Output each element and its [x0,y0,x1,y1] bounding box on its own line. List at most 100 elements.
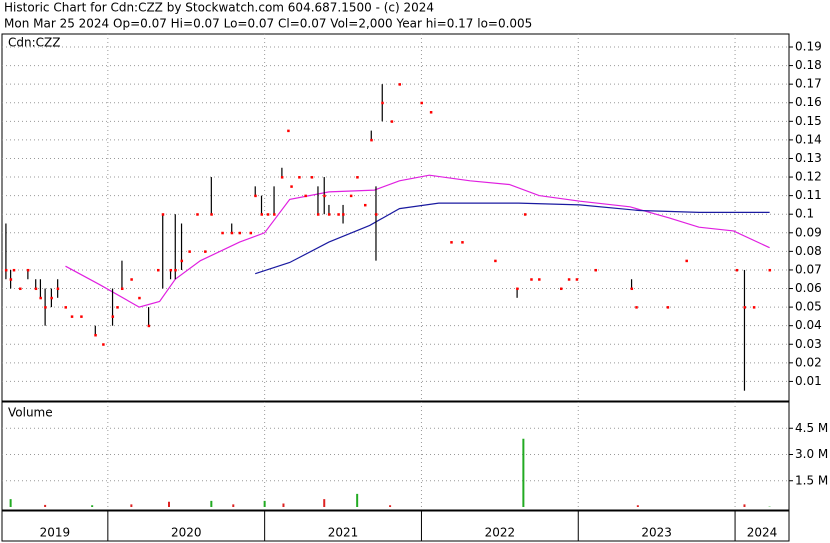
y-tick-label: 0.06 [795,281,822,295]
volume-bar [389,505,392,507]
close-dot [70,315,74,318]
volume-bar [636,505,639,507]
y-tick-label: 1.5 M [795,473,828,487]
close-dot [249,231,253,235]
close-dot [138,296,141,300]
y-tick-label: 3.0 M [795,447,828,461]
close-dot [50,296,53,300]
y-tick-label: 0.12 [795,170,822,184]
close-dot [12,268,16,272]
y-tick-label: 0.07 [795,262,822,276]
x-tick-label: 2020 [171,526,202,540]
close-dot [116,306,119,309]
close-dot [327,213,331,216]
y-tick-label: 0.14 [795,132,822,146]
close-dot [630,287,634,291]
close-dot [273,213,276,216]
close-dot [39,296,42,300]
close-dot [304,194,307,198]
close-dot [323,194,326,198]
volume-bar [167,501,170,507]
close-dot [80,315,83,318]
volume-bar [232,504,235,507]
close-dot [381,101,384,105]
close-dot [374,213,378,216]
close-dot [196,213,199,216]
close-dot [298,176,301,179]
close-dot [130,278,133,281]
close-dot [420,101,423,105]
close-dot [280,176,284,179]
close-dot [94,333,97,337]
y-tick-label: 0.02 [795,355,822,369]
close-dot [450,241,453,244]
close-dot [560,287,563,291]
volume-bar [356,493,359,507]
volume-bar [263,500,266,507]
close-dot [752,306,756,309]
close-dot [685,259,688,263]
close-dot [19,287,22,291]
close-dot [254,194,257,198]
close-dot [364,203,367,207]
close-dot [204,250,207,253]
volume-bar [522,438,525,507]
close-dot [174,268,177,272]
y-tick-label: 0.1 [795,207,814,221]
year-band [1,510,790,542]
volume-bar [282,503,285,507]
close-dot [743,306,746,309]
price-panel [1,33,790,402]
close-dot [567,278,571,281]
y-tick-label: 0.11 [795,188,822,202]
close-dot [461,241,464,244]
y-tick-label: 0.18 [795,58,822,72]
close-dot [120,287,124,291]
close-dot [210,213,213,216]
y-tick-label: 0.09 [795,225,822,239]
close-dot [266,213,270,216]
close-dot [44,306,47,309]
close-dot [221,231,224,235]
close-dot [238,231,242,235]
volume-bar [130,504,133,507]
close-dot [398,83,401,86]
close-dot [342,213,345,216]
close-dot [102,343,105,346]
close-dot [516,287,519,291]
close-dot [429,111,433,114]
close-dot [260,213,264,216]
chart-title: Historic Chart for Cdn:CZZ by Stockwatch… [4,1,434,15]
close-dot [349,194,353,198]
y-tick-label: 0.13 [795,151,822,165]
chart-subtitle: Mon Mar 25 2024 Op=0.07 Hi=0.07 Lo=0.07 … [4,17,532,31]
close-dot [530,278,533,281]
volume-bar [44,504,47,507]
close-dot [735,268,739,272]
close-dot [64,306,68,309]
close-dot [180,259,184,263]
x-tick-label: 2021 [328,526,359,540]
close-dot [157,268,160,272]
y-tick-label: 0.17 [795,77,822,91]
close-dot [188,250,191,253]
close-dot [56,287,60,291]
y-tick-label: 0.15 [795,114,822,128]
close-dot [370,138,373,142]
y-tick-label: 0.03 [795,337,822,351]
y-tick-label: 0.19 [795,40,822,54]
close-dot [768,268,772,272]
close-dot [169,268,173,272]
y-tick-label: 0.01 [795,374,822,388]
close-dot [290,185,293,188]
close-dot [287,129,290,133]
close-dot [111,315,115,318]
volume-bar [743,504,746,507]
y-tick-label: 0.05 [795,300,822,314]
x-tick-label: 2024 [747,526,778,540]
volume-panel [1,401,790,511]
average-line [255,202,770,275]
close-dot [26,268,30,272]
